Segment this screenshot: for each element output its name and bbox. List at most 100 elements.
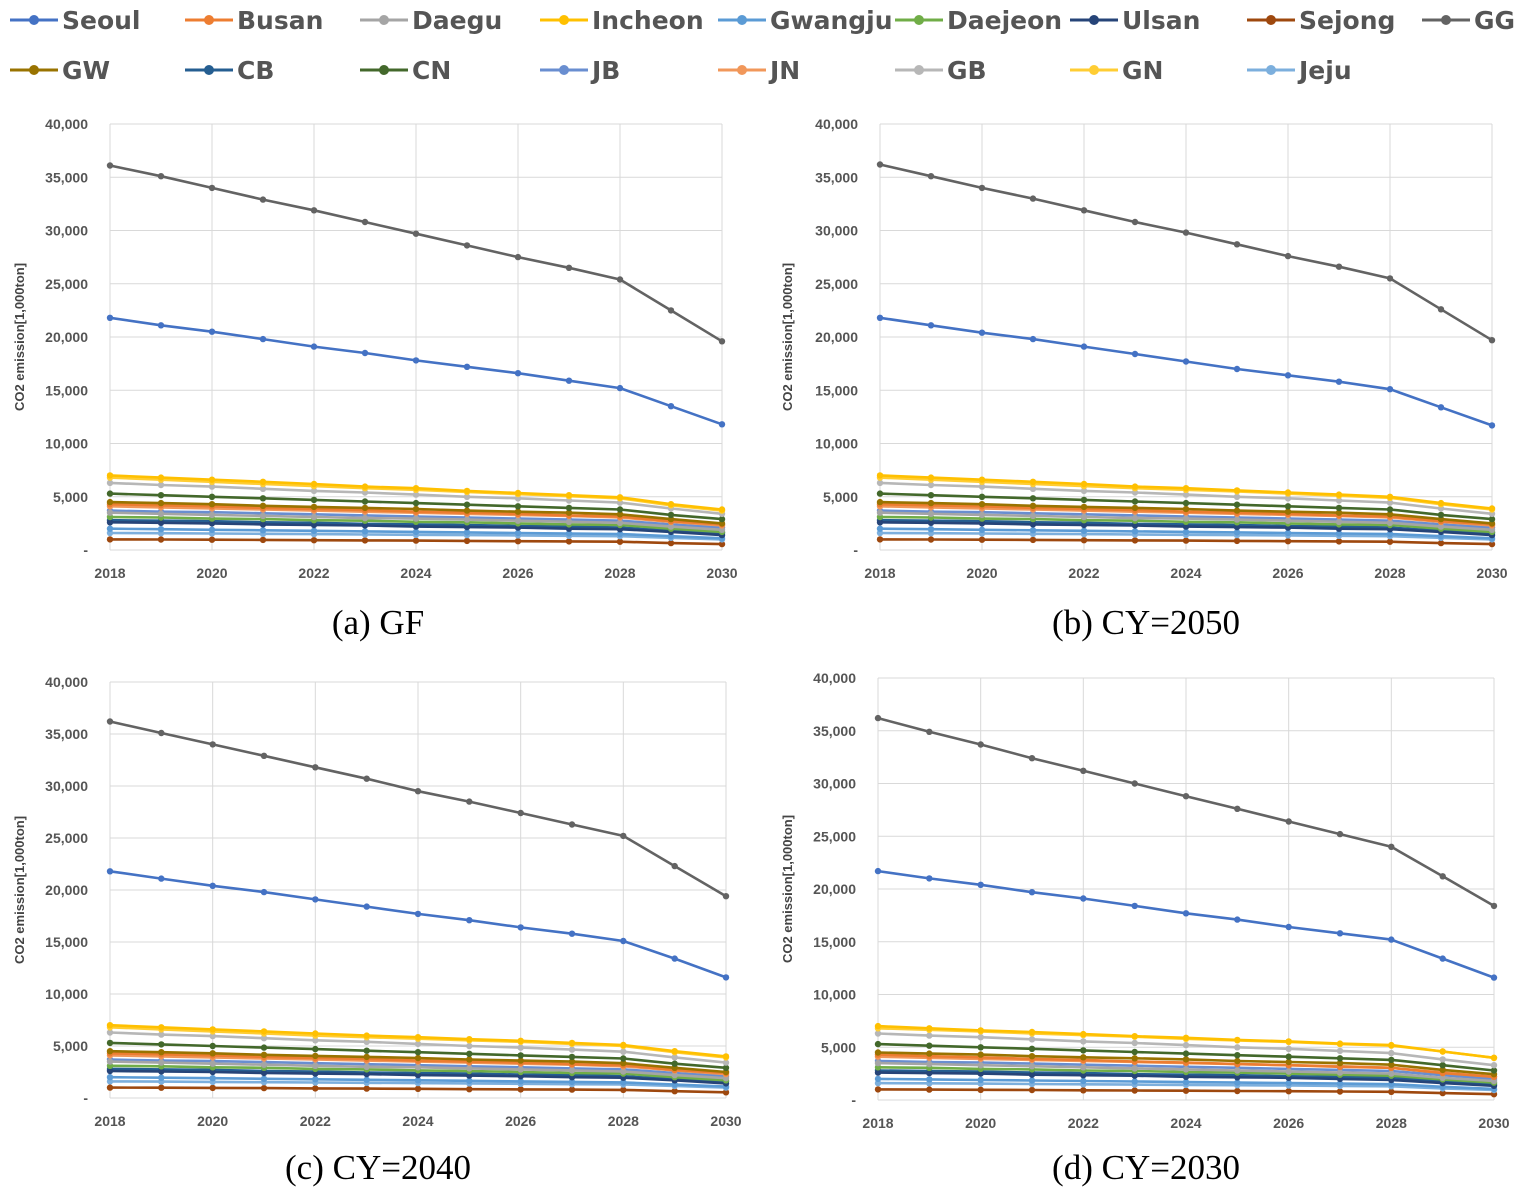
- c3-point-incheon: [977, 1027, 984, 1034]
- c3-point-gwangju: [926, 1076, 933, 1083]
- c2-point-daegu: [209, 1060, 216, 1067]
- c2-point-gwangju: [158, 1074, 165, 1081]
- c1-point-gg: [1182, 229, 1190, 236]
- c3-point-cn: [874, 1040, 882, 1048]
- c1-point-gwangju: [1335, 530, 1343, 537]
- c0-ytick-label: 15,000: [45, 382, 88, 398]
- c2-point-gg: [260, 752, 268, 759]
- c0-xtick-label: 2028: [604, 565, 635, 581]
- legend-label: CB: [237, 55, 275, 85]
- c0-point-gw: [106, 498, 114, 506]
- c1-point-sejong: [1182, 537, 1190, 544]
- c2-point-cn: [106, 1039, 114, 1047]
- c3-point-sejong: [1234, 1087, 1241, 1095]
- c3-point-sejong: [1182, 1087, 1190, 1094]
- c0-point-ulsan: [463, 523, 471, 531]
- c0-xtick-label: 2026: [502, 565, 533, 581]
- c1-point-gg: [1080, 207, 1088, 214]
- c1-point-gg: [1488, 337, 1496, 344]
- c2-point-sejong: [363, 1085, 370, 1092]
- c3-point-incheon: [926, 1025, 933, 1032]
- c1-point-gb: [1284, 495, 1292, 502]
- c2-ytick-label: 25,000: [45, 830, 88, 846]
- c0-point-gwangju: [310, 527, 318, 534]
- c0-point-gg: [106, 162, 114, 169]
- c1-point-cn: [978, 493, 986, 500]
- c3-point-gg: [1131, 780, 1138, 787]
- legend-swatch-seoul: [10, 15, 58, 25]
- c0-point-daegu: [565, 518, 573, 525]
- c2-point-gb: [209, 1032, 216, 1040]
- c3-series-daegu: [874, 1059, 1498, 1085]
- c1-point-incheon: [978, 476, 986, 483]
- c3-ytick-label: 15,000: [813, 934, 856, 950]
- c3-point-gg: [977, 741, 984, 748]
- c0-point-gg: [208, 184, 216, 192]
- c1-point-seoul: [978, 329, 986, 336]
- c0-point-incheon: [259, 478, 267, 485]
- c0-point-gw: [514, 508, 522, 515]
- c1-point-gg: [1335, 263, 1343, 270]
- c1-point-incheon: [1284, 489, 1292, 496]
- c1-point-sejong: [1386, 538, 1394, 545]
- c0-point-seoul: [718, 421, 726, 428]
- legend-item-gg: GG: [1420, 0, 1515, 40]
- legend-label: Gwangju: [770, 5, 893, 35]
- c2-point-gw: [414, 1054, 422, 1062]
- c3-point-ulsan: [874, 1069, 882, 1076]
- caption-cy2040: (c) CY=2040: [285, 1148, 471, 1187]
- c0-point-gwangju: [565, 530, 573, 537]
- c3-point-gb: [1131, 1039, 1138, 1047]
- c0-point-sejong: [565, 538, 573, 545]
- c2-point-cn: [312, 1045, 319, 1053]
- c0-point-ulsan: [157, 519, 165, 526]
- c2-xtick-label: 2024: [402, 1113, 433, 1129]
- c1-point-gg: [876, 161, 884, 168]
- c1-series-daegu: [876, 509, 1496, 533]
- c3-point-seoul: [1131, 902, 1138, 910]
- c3-point-gw: [1234, 1057, 1241, 1065]
- c2-point-gb: [722, 1059, 730, 1066]
- c2-point-gwangju: [620, 1079, 627, 1086]
- c3-point-gg: [1080, 767, 1087, 774]
- c1-ytick-label: -: [853, 542, 858, 558]
- c3-point-seoul: [874, 867, 882, 875]
- c2-ytick-label: 30,000: [45, 778, 88, 794]
- c3-point-gw: [977, 1051, 984, 1058]
- c2-point-incheon: [209, 1026, 216, 1033]
- c2-ytick-label: 35,000: [45, 726, 88, 742]
- c1-point-sejong: [978, 536, 986, 543]
- c1-ytick-label: 35,000: [815, 169, 858, 185]
- c3-point-cn: [1388, 1056, 1395, 1064]
- c3-point-incheon: [1336, 1040, 1344, 1047]
- c1-point-gw: [978, 501, 986, 508]
- c0-series-incheon: [106, 472, 726, 513]
- c1-point-ulsan: [978, 520, 986, 527]
- c1-series-incheon: [876, 472, 1496, 512]
- c1-point-sejong: [1437, 539, 1445, 547]
- c3-y-axis-title: CO2 emission[1,000ton]: [780, 815, 795, 963]
- c0-series-seoul: [106, 314, 726, 428]
- c0-point-seoul: [157, 322, 165, 329]
- c2-point-cn: [568, 1053, 576, 1061]
- c2-point-seoul: [568, 930, 576, 937]
- legend-label: Seoul: [62, 5, 141, 35]
- c1-xtick-label: 2028: [1374, 565, 1405, 581]
- c2-y-axis-title: CO2 emission[1,000ton]: [12, 816, 27, 964]
- legend-swatch-gn: [1070, 65, 1118, 75]
- c0-point-gb: [463, 493, 471, 500]
- c1-point-seoul: [1182, 358, 1190, 365]
- c2-point-seoul: [466, 917, 473, 924]
- c2-point-seoul: [158, 875, 165, 882]
- c0-series-ulsan: [106, 519, 726, 539]
- chart-panel-cy2040: - 5,000 10,000 15,000 20,000 25,000 30,000 35,0…: [0, 668, 760, 1129]
- c2-point-daegu: [260, 1061, 268, 1068]
- c3-point-sejong: [977, 1086, 984, 1093]
- c2-xtick-label: 2022: [300, 1113, 331, 1129]
- c1-point-gwangju: [1386, 530, 1394, 538]
- c2-point-sejong: [414, 1085, 422, 1092]
- c0-y-axis-title: CO2 emission[1,000ton]: [12, 263, 27, 411]
- c2-point-seoul: [209, 882, 216, 889]
- legend-item-gw: GW: [8, 50, 110, 90]
- c0-point-daegu: [208, 511, 216, 519]
